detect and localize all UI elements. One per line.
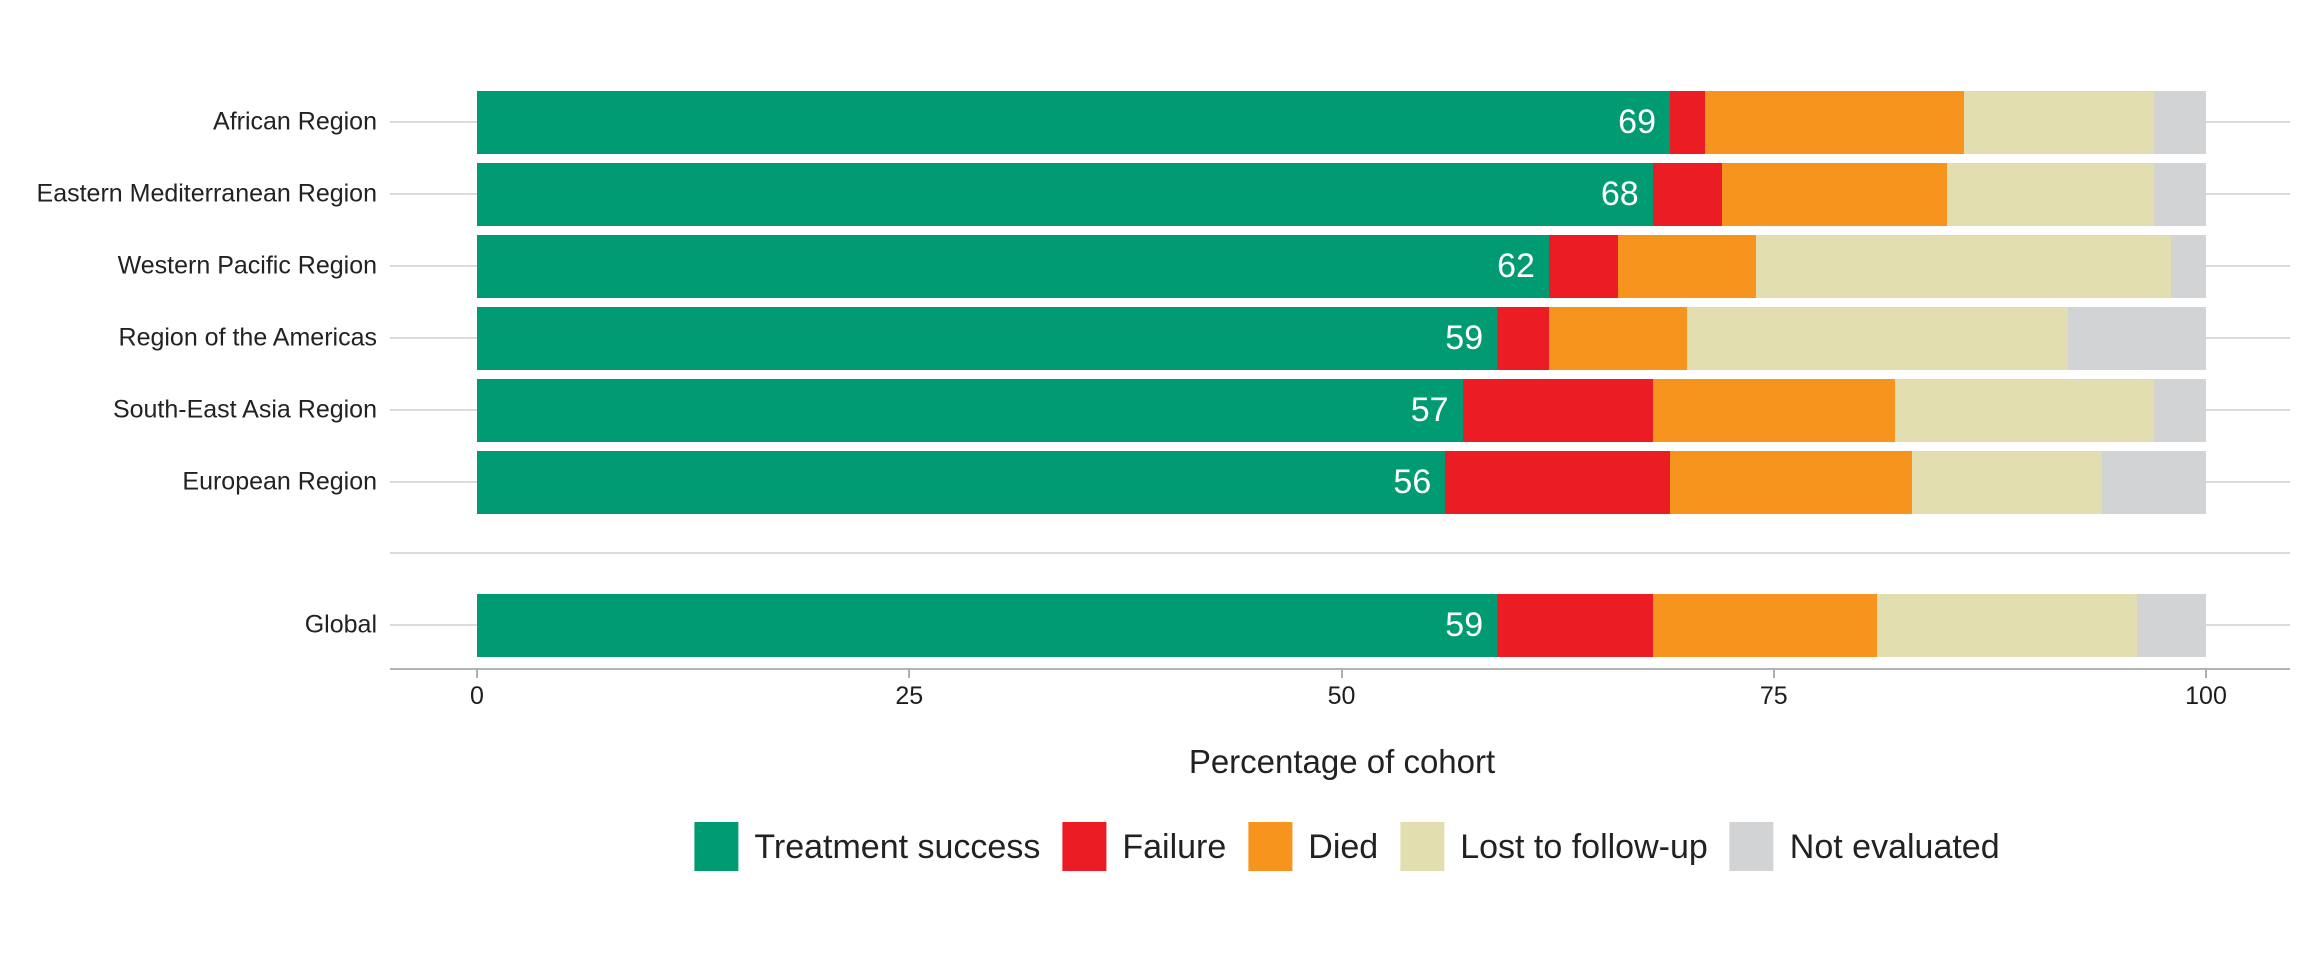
- bar-row: [477, 378, 2206, 442]
- legend-label: Lost to follow-up: [1460, 827, 1708, 866]
- bar-segment-not-evaluated: [2154, 90, 2206, 154]
- x-axis-tick: [1772, 668, 1775, 678]
- bar-segment-not-evaluated: [2154, 162, 2206, 226]
- legend-label: Failure: [1122, 827, 1227, 866]
- bar-segment-died: [1618, 234, 1757, 298]
- bar-segment-failure: [1670, 90, 1705, 154]
- legend-swatch-died: [1248, 822, 1293, 871]
- chart-legend: Treatment success Failure Died Lost to foll…: [694, 822, 2000, 871]
- bar-segment-treatment-success: [477, 450, 1446, 514]
- bar-value-label: 59: [1445, 606, 1484, 644]
- bar-segment-died: [1548, 306, 1688, 370]
- category-label: South-East Asia Region: [112, 395, 377, 424]
- category-label: Western Pacific Region: [117, 251, 377, 280]
- x-axis-tick-label: 75: [1759, 682, 1788, 710]
- bar-segment-lost-to-follow-up: [1912, 450, 2103, 514]
- legend-item-treatment-success: Treatment success: [694, 822, 1062, 871]
- x-axis-tick-label: 100: [2185, 682, 2227, 710]
- legend-label: Not evaluated: [1789, 827, 2000, 866]
- legend-swatch-treatment-success: [694, 822, 739, 871]
- bar-row: [477, 306, 2206, 370]
- bar-row: [477, 90, 2206, 154]
- bar-segment-treatment-success: [477, 306, 1498, 370]
- legend-item-not-evaluated: Not evaluated: [1729, 822, 2000, 871]
- bar-segment-lost-to-follow-up: [1687, 306, 2068, 370]
- bar-value-label: 57: [1410, 391, 1449, 429]
- bar-segment-treatment-success: [477, 90, 1670, 154]
- bar-segment-not-evaluated: [2171, 234, 2206, 298]
- legend-item-died: Died: [1248, 822, 1400, 871]
- bar-segment-treatment-success: [477, 378, 1463, 442]
- bar-value-label: 69: [1618, 103, 1656, 141]
- x-axis-tick: [1340, 668, 1343, 678]
- legend-item-failure: Failure: [1062, 822, 1248, 871]
- category-label: Global: [304, 610, 377, 639]
- bar-segment-died: [1721, 162, 1947, 226]
- bar-row: [477, 450, 2206, 514]
- bar-segment-treatment-success: [477, 234, 1549, 298]
- x-axis-tick: [476, 668, 478, 678]
- bar-segment-lost-to-follow-up: [1946, 162, 2155, 226]
- bar-segment-died: [1652, 378, 1895, 442]
- bar-row: [477, 234, 2206, 298]
- legend-label: Died: [1308, 827, 1379, 866]
- bar-segment-not-evaluated: [2136, 593, 2206, 657]
- legend-swatch-failure: [1062, 822, 1107, 871]
- x-axis-tick: [908, 668, 911, 678]
- x-axis-tick-label: 25: [895, 682, 924, 710]
- legend-swatch-not-evaluated: [1729, 822, 1774, 871]
- bar-row: [477, 593, 2206, 657]
- bar-segment-lost-to-follow-up: [1894, 378, 2155, 442]
- x-axis-title: Percentage of cohort: [1188, 743, 1496, 780]
- bar-value-label: 59: [1445, 319, 1484, 357]
- category-gridline: [390, 552, 2290, 554]
- bar-segment-failure: [1497, 593, 1653, 657]
- legend-item-lost-to-follow-up: Lost to follow-up: [1400, 822, 1730, 871]
- bar-segment-died: [1652, 593, 1878, 657]
- bar-segment-died: [1704, 90, 1964, 154]
- legend-swatch-lost-to-follow-up: [1400, 822, 1445, 871]
- bar-segment-not-evaluated: [2102, 450, 2206, 514]
- bar-segment-failure: [1445, 450, 1670, 514]
- legend-label: Treatment success: [754, 827, 1041, 866]
- bar-value-label: 56: [1393, 463, 1432, 501]
- category-label: Region of the Americas: [118, 323, 377, 352]
- bar-row: [477, 162, 2206, 226]
- bar-segment-treatment-success: [477, 593, 1498, 657]
- bar-segment-not-evaluated: [2154, 378, 2206, 442]
- category-label: European Region: [182, 467, 377, 496]
- bar-segment-lost-to-follow-up: [1963, 90, 2155, 154]
- x-axis-tick-label: 50: [1327, 682, 1356, 710]
- bar-segment-died: [1670, 450, 1913, 514]
- bar-segment-lost-to-follow-up: [1756, 234, 2172, 298]
- x-axis-tick: [2205, 668, 2207, 678]
- bar-segment-failure: [1548, 234, 1619, 298]
- category-label: Eastern Mediterranean Region: [36, 179, 377, 208]
- category-label: African Region: [213, 107, 377, 136]
- bar-segment-lost-to-follow-up: [1877, 593, 2137, 657]
- bar-value-label: 68: [1600, 175, 1639, 213]
- bar-segment-not-evaluated: [2067, 306, 2206, 370]
- bar-segment-failure: [1462, 378, 1653, 442]
- x-axis-tick-label: 0: [470, 682, 484, 710]
- bar-segment-treatment-success: [477, 162, 1653, 226]
- x-axis-line: [390, 668, 2290, 670]
- bar-value-label: 62: [1497, 247, 1535, 285]
- bar-segment-failure: [1497, 306, 1549, 370]
- bar-segment-failure: [1652, 162, 1722, 226]
